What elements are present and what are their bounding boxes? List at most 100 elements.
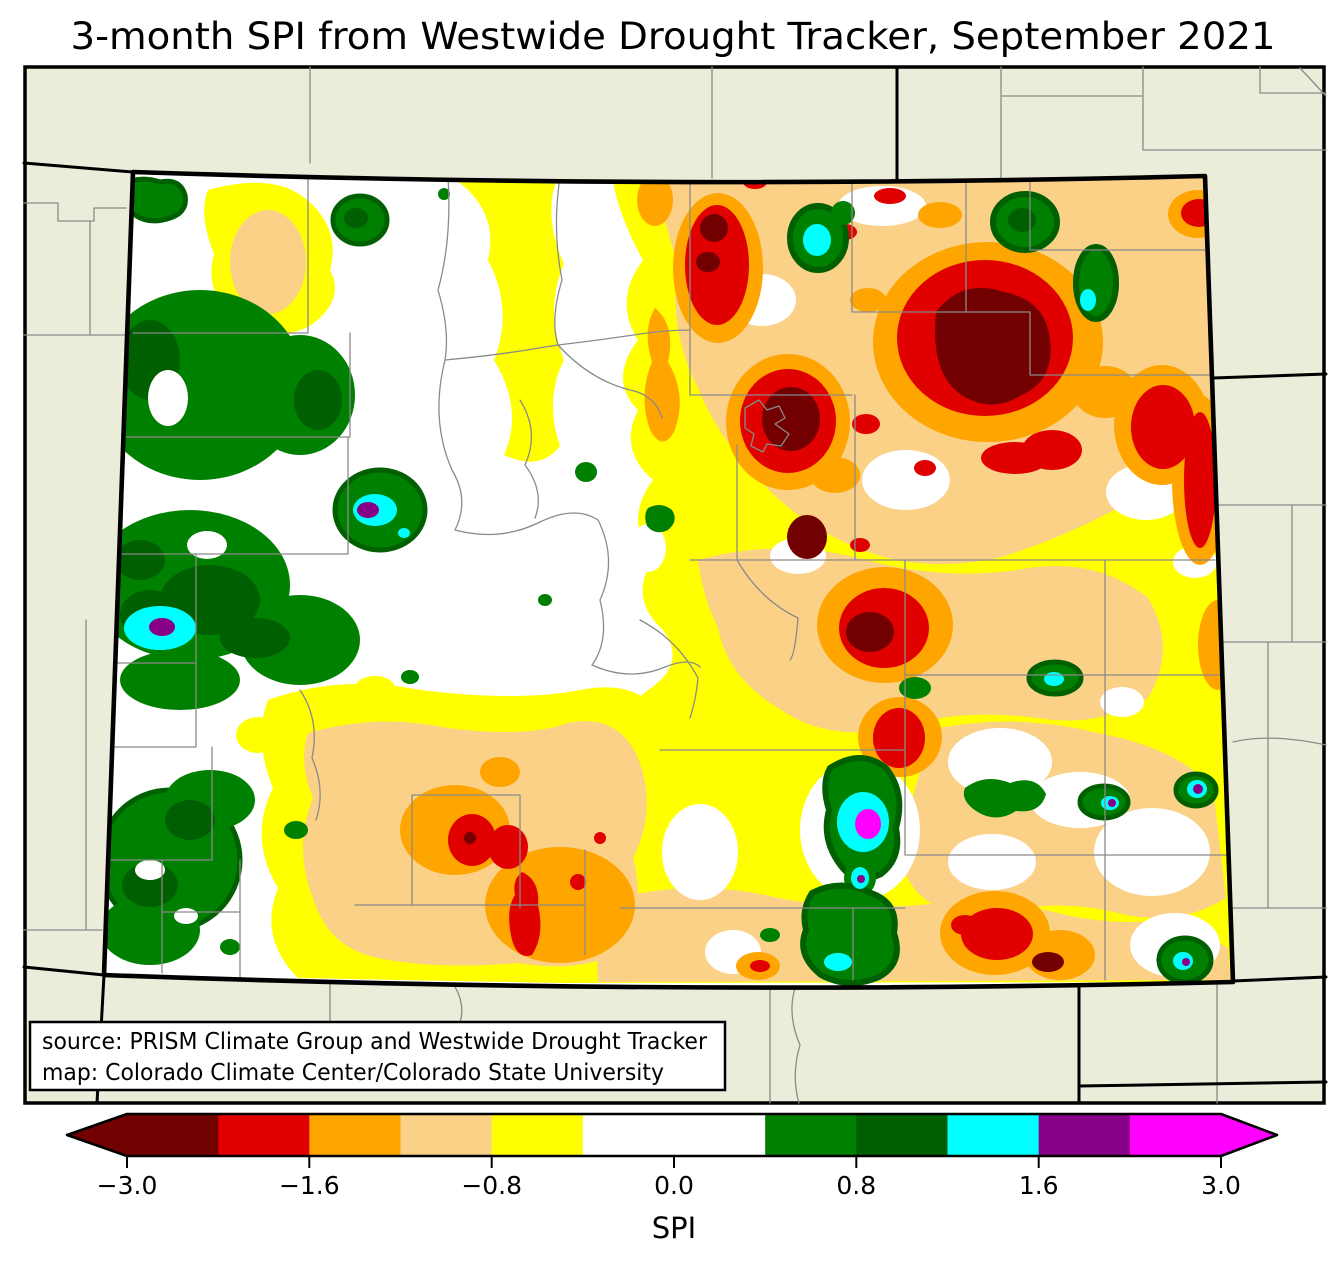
source-line: source: PRISM Climate Group and Westwide…	[42, 1027, 707, 1055]
spi-contour-blob	[963, 779, 1046, 818]
spi-contour-blob	[174, 908, 198, 924]
colorbar-segment	[765, 1114, 857, 1156]
colorbar-tick-labels: −3.0 −1.6 −0.8 0.0 0.8 1.6 3.0	[97, 1171, 1241, 1200]
colorbar: −3.0 −1.6 −0.8 0.0 0.8 1.6 3.0 SPI	[65, 1112, 1279, 1245]
spi-contour-blob	[948, 728, 1052, 796]
spi-contour-blob	[575, 462, 597, 482]
spi-contour-blob	[115, 540, 165, 580]
spi-contour-blob	[230, 210, 306, 314]
spi-contour-blob	[1008, 208, 1036, 232]
spi-contour-blob	[1073, 366, 1137, 418]
spi-contour-blob	[220, 939, 240, 955]
spi-contour-blob	[480, 757, 520, 787]
outside-county-lines	[23, 66, 1327, 1104]
spi-contour-blob	[850, 288, 886, 312]
spi-contour-blob	[850, 538, 870, 552]
spi-contour-blob	[357, 502, 379, 518]
tick-label: 0.0	[654, 1171, 694, 1200]
spi-contour-blob	[803, 224, 831, 256]
spi-contour-blob	[398, 528, 410, 538]
figure-title: 3-month SPI from Westwide Drought Tracke…	[71, 15, 1276, 58]
spi-contour-blob	[1184, 412, 1216, 548]
spi-contour-blob	[800, 882, 900, 986]
spi-contour-blob	[538, 594, 552, 606]
colorbar-segments	[127, 1114, 1222, 1156]
spi-contour-blob	[1073, 244, 1119, 322]
colorbar-segment	[309, 1114, 402, 1156]
spi-contour-blob	[135, 860, 165, 880]
spi-contour-blob	[187, 531, 227, 559]
spi-contour-blob	[914, 460, 936, 476]
spi-contour-blob	[644, 308, 680, 442]
spi-contour-blob	[122, 863, 178, 907]
spi-contour-blob	[846, 612, 894, 652]
spi-contour-blob	[464, 832, 476, 844]
colorbar-tickmarks	[126, 1156, 1222, 1168]
spi-contour-blob	[165, 800, 215, 840]
colorbar-axis-label: SPI	[652, 1211, 696, 1245]
spi-contour-blob	[961, 908, 1033, 960]
spi-contour-blob	[855, 809, 881, 839]
spi-contour-blob	[645, 504, 675, 533]
colorbar-segment	[1038, 1114, 1131, 1156]
spi-contour-blob	[220, 618, 290, 658]
spi-contour-blob	[857, 875, 865, 883]
spi-contour-blob	[1131, 385, 1195, 469]
spi-contour-blob	[810, 457, 860, 493]
spi-contour-blob	[1182, 958, 1190, 966]
spi-contour-blob	[951, 915, 979, 935]
spi-contour-blob	[284, 821, 308, 839]
spi-contour-blob	[570, 874, 586, 890]
spi-contour-blob	[662, 804, 738, 900]
spi-contour-blob	[232, 484, 272, 512]
spi-contour-blob	[750, 960, 770, 972]
spi-contour-blob	[899, 677, 931, 699]
source-box: source: PRISM Climate Group and Westwide…	[28, 1020, 727, 1092]
tick-label: −1.6	[279, 1171, 340, 1200]
spi-contour-blob	[344, 208, 368, 228]
spi-contour-blob	[1025, 930, 1095, 980]
spi-contour-blob	[509, 872, 541, 956]
spi-contour-blob	[948, 834, 1036, 890]
spi-contour-blob	[294, 370, 342, 430]
colorbar-segment	[127, 1114, 219, 1156]
spi-contour-blob	[240, 595, 360, 685]
spi-contour-blob	[1094, 808, 1210, 896]
colorbar-segment	[491, 1114, 584, 1156]
spi-contour-blob	[981, 442, 1049, 474]
map-credit-line: map: Colorado Climate Center/Colorado St…	[42, 1058, 664, 1086]
spi-contour-blob	[637, 174, 673, 226]
spi-contour-blob	[762, 387, 820, 451]
spi-contour-blob	[787, 515, 827, 559]
spi-contour-blob	[1100, 687, 1144, 717]
spi-contour-blob	[1193, 784, 1203, 794]
spi-contour-blob	[355, 676, 395, 700]
colorado-county-lines	[104, 176, 1233, 981]
spi-contour-blob	[873, 708, 925, 768]
colorbar-extend-high-arrow	[1221, 1114, 1277, 1156]
colorbar-extend-low-arrow	[67, 1114, 127, 1156]
colorbar-segment	[856, 1114, 949, 1156]
spi-contours	[104, 174, 1233, 986]
spi-contour-blob	[438, 188, 450, 200]
spi-contour-blob	[1080, 289, 1096, 311]
spi-contour-blob	[236, 717, 280, 753]
spi-contour-blob	[935, 287, 1051, 405]
spi-contour-blob	[149, 618, 175, 636]
tick-label: −3.0	[97, 1171, 158, 1200]
spi-contour-blob	[630, 524, 666, 572]
spi-contour-blob	[1108, 799, 1116, 807]
spi-contour-blob	[874, 188, 906, 204]
tick-label: 0.8	[836, 1171, 876, 1200]
source-box-frame	[28, 1020, 727, 1092]
spi-contour-blob	[831, 201, 855, 225]
spi-contour-blob	[862, 450, 950, 510]
spi-contour-blob	[488, 825, 528, 869]
tick-label: 3.0	[1201, 1171, 1241, 1200]
spi-contour-blob	[148, 370, 188, 426]
spi-contour-blob	[760, 928, 780, 942]
colorado-border	[101, 169, 1236, 990]
spi-contour-blob	[824, 953, 852, 971]
spi-contour-blob	[852, 414, 880, 434]
